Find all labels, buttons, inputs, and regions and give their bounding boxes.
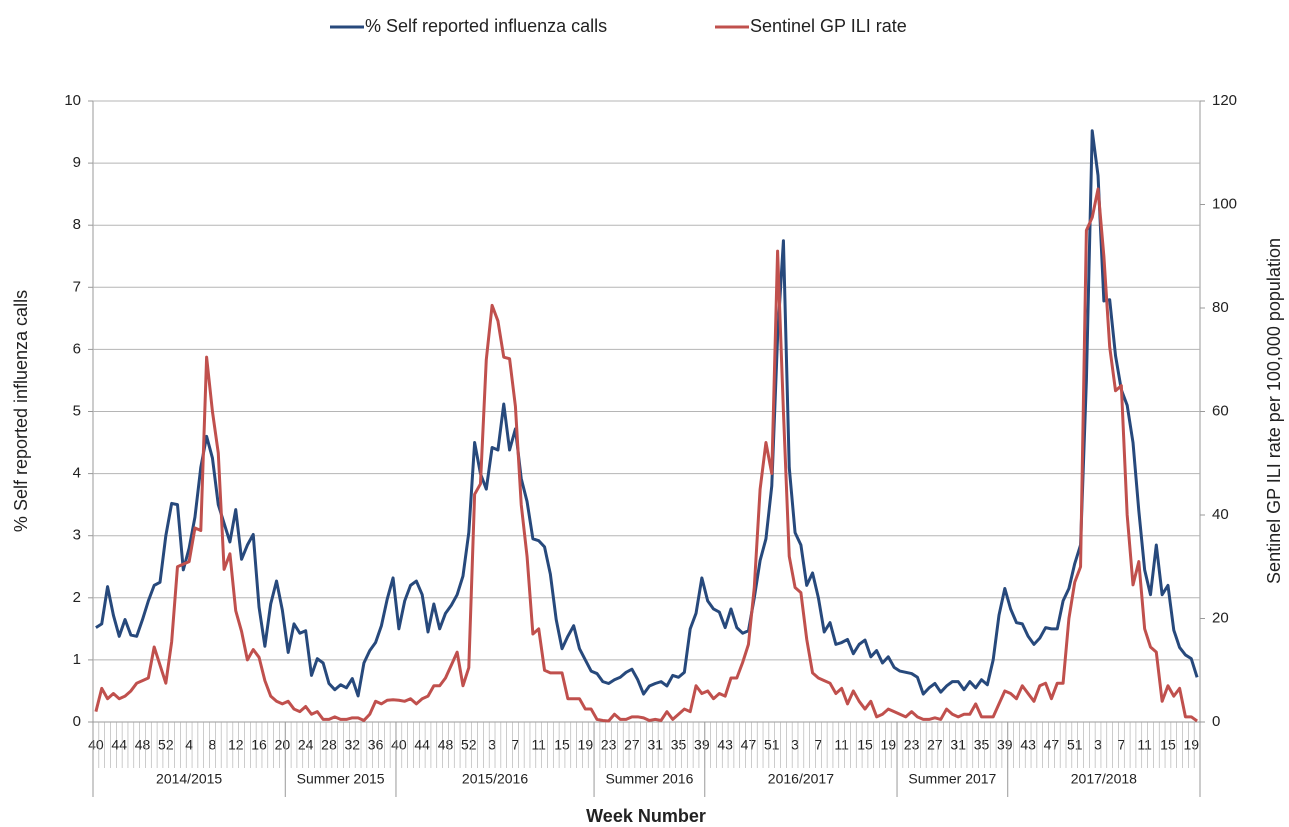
x-axis-title: Week Number <box>586 806 706 826</box>
y-tick-label: 8 <box>73 216 81 233</box>
x-tick-label: 47 <box>741 737 757 753</box>
y-tick-label: 7 <box>73 278 81 295</box>
x-tick-label: 7 <box>512 737 520 753</box>
group-label: 2014/2015 <box>156 771 222 787</box>
x-tick-label: 47 <box>1044 737 1060 753</box>
x-tick-label: 43 <box>1020 737 1036 753</box>
x-tick-label: 7 <box>1117 737 1125 753</box>
x-tick-label: 35 <box>974 737 990 753</box>
group-label: 2015/2016 <box>462 771 528 787</box>
y2-axis-title: Sentinel GP ILI rate per 100,000 populat… <box>1264 238 1284 584</box>
x-tick-label: 31 <box>950 737 966 753</box>
group-label: Summer 2017 <box>908 771 996 787</box>
x-tick-label: 19 <box>1183 737 1199 753</box>
x-tick-label: 19 <box>881 737 897 753</box>
y-axis-title: % Self reported influenza calls <box>11 290 31 532</box>
x-tick-label: 44 <box>414 737 430 753</box>
y2-tick-label: 40 <box>1212 506 1229 523</box>
x-tick-label: 44 <box>111 737 127 753</box>
x-tick-label: 43 <box>717 737 733 753</box>
x-tick-label: 51 <box>764 737 780 753</box>
x-tick-label: 23 <box>904 737 920 753</box>
x-tick-label: 39 <box>997 737 1013 753</box>
x-tick-label: 48 <box>438 737 454 753</box>
x-tick-label: 3 <box>488 737 496 753</box>
x-tick-label: 15 <box>857 737 873 753</box>
legend-label: Sentinel GP ILI rate <box>750 16 907 36</box>
x-tick-label: 11 <box>531 737 546 753</box>
x-tick-label: 19 <box>578 737 594 753</box>
x-tick-label: 52 <box>158 737 174 753</box>
group-label: 2016/2017 <box>768 771 834 787</box>
x-tick-label: 51 <box>1067 737 1083 753</box>
y2-tick-label: 80 <box>1212 299 1229 316</box>
x-tick-label: 27 <box>624 737 640 753</box>
y2-tick-label: 0 <box>1212 713 1220 730</box>
x-tick-label: 8 <box>209 737 217 753</box>
y-tick-label: 3 <box>73 527 81 544</box>
y2-tick-label: 100 <box>1212 195 1237 212</box>
group-label: Summer 2016 <box>605 771 693 787</box>
x-tick-label: 12 <box>228 737 244 753</box>
x-tick-label: 15 <box>1160 737 1176 753</box>
x-tick-label: 52 <box>461 737 477 753</box>
x-tick-label: 16 <box>251 737 267 753</box>
y-tick-label: 10 <box>64 92 81 109</box>
group-label: Summer 2015 <box>297 771 385 787</box>
y2-tick-label: 60 <box>1212 402 1229 419</box>
x-tick-label: 3 <box>1094 737 1102 753</box>
legend-label: % Self reported influenza calls <box>365 16 607 36</box>
x-tick-label: 15 <box>554 737 570 753</box>
y2-tick-label: 120 <box>1212 92 1237 109</box>
y-tick-label: 5 <box>73 402 81 419</box>
x-tick-label: 32 <box>344 737 360 753</box>
x-tick-label: 27 <box>927 737 943 753</box>
y-tick-label: 6 <box>73 340 81 357</box>
x-tick-label: 23 <box>601 737 617 753</box>
x-tick-label: 3 <box>791 737 799 753</box>
x-tick-label: 36 <box>368 737 384 753</box>
x-tick-label: 11 <box>1137 737 1152 753</box>
group-label: 2017/2018 <box>1071 771 1137 787</box>
x-tick-label: 11 <box>834 737 849 753</box>
x-tick-label: 28 <box>321 737 337 753</box>
y-tick-label: 4 <box>73 465 81 482</box>
x-tick-label: 7 <box>814 737 822 753</box>
x-tick-label: 35 <box>671 737 687 753</box>
x-tick-label: 20 <box>275 737 291 753</box>
y2-tick-label: 20 <box>1212 609 1229 626</box>
x-tick-label: 4 <box>185 737 193 753</box>
x-tick-label: 48 <box>135 737 151 753</box>
series-line <box>95 129 1199 698</box>
y-tick-label: 0 <box>73 713 81 730</box>
x-tick-label: 31 <box>647 737 663 753</box>
y-tick-label: 1 <box>73 651 81 668</box>
x-tick-label: 24 <box>298 737 314 753</box>
series-line <box>94 187 1198 723</box>
x-tick-label: 39 <box>694 737 710 753</box>
y-tick-label: 2 <box>73 589 81 606</box>
x-tick-label: 40 <box>88 737 104 753</box>
y-tick-label: 9 <box>73 154 81 171</box>
x-tick-label: 40 <box>391 737 407 753</box>
